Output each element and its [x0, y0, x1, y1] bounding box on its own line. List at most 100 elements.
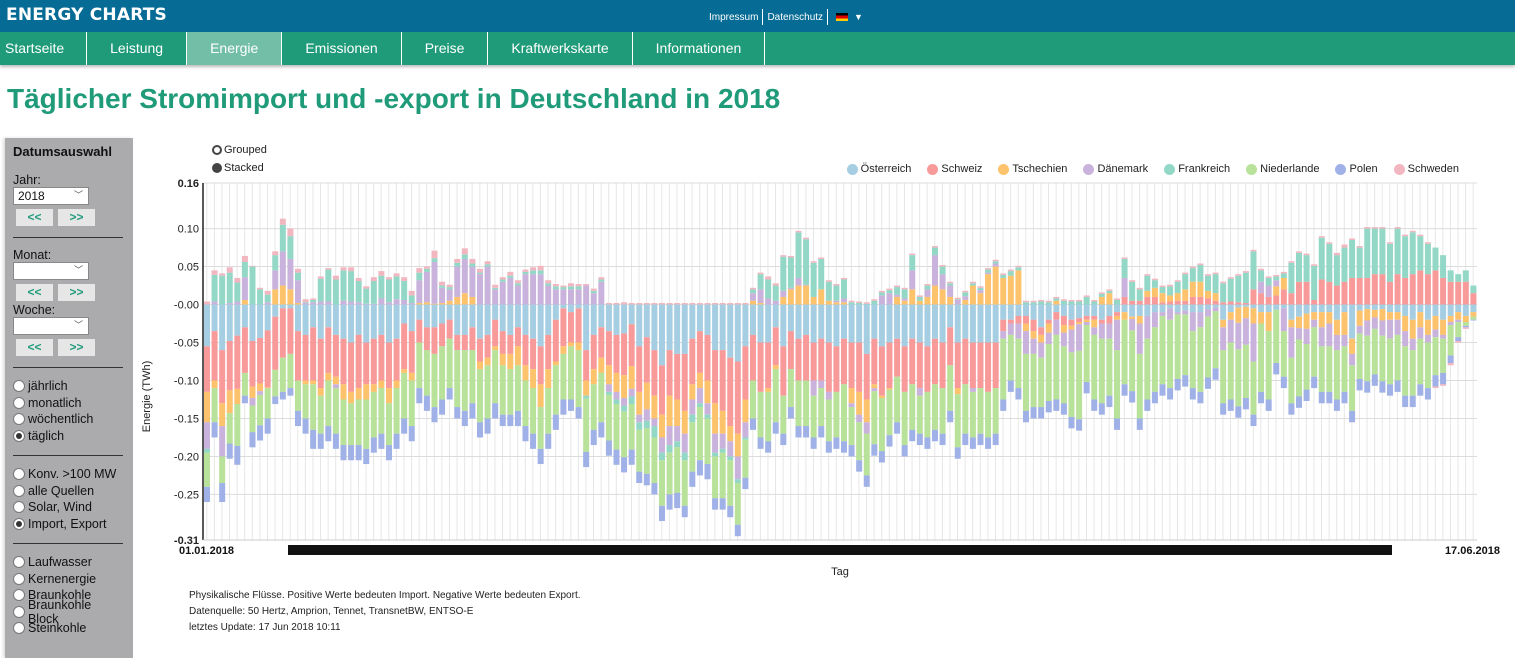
bar-segment[interactable] — [439, 346, 446, 400]
bar-segment[interactable] — [575, 342, 582, 351]
bar-segment[interactable] — [469, 296, 476, 305]
bar-segment[interactable] — [590, 288, 597, 291]
bar-segment[interactable] — [1189, 331, 1196, 389]
bar-segment[interactable] — [393, 338, 400, 381]
bar-segment[interactable] — [211, 388, 218, 423]
bar-segment[interactable] — [1371, 374, 1378, 386]
bar-segment[interactable] — [1265, 296, 1272, 305]
bar-segment[interactable] — [1098, 319, 1105, 324]
bar-segment[interactable] — [977, 304, 984, 343]
bar-segment[interactable] — [916, 300, 923, 305]
bar-segment[interactable] — [1462, 281, 1469, 305]
bar-segment[interactable] — [1349, 410, 1356, 423]
bar-segment[interactable] — [1265, 331, 1272, 400]
bar-segment[interactable] — [1151, 391, 1158, 404]
bar-segment[interactable] — [226, 267, 233, 273]
bar-segment[interactable] — [878, 304, 885, 347]
bar-segment[interactable] — [1265, 276, 1272, 278]
bar-segment[interactable] — [1296, 252, 1302, 282]
bar-segment[interactable] — [1311, 319, 1318, 328]
bar-segment[interactable] — [1409, 232, 1416, 275]
bar-segment[interactable] — [1076, 322, 1083, 325]
bar-segment[interactable] — [863, 302, 870, 304]
bar-segment[interactable] — [234, 304, 241, 336]
bar-segment[interactable] — [446, 338, 453, 389]
bar-segment[interactable] — [932, 304, 938, 339]
bar-segment[interactable] — [295, 410, 301, 427]
bar-segment[interactable] — [1007, 271, 1014, 276]
bar-segment[interactable] — [393, 273, 400, 277]
bar-segment[interactable] — [317, 433, 324, 449]
bar-segment[interactable] — [1356, 246, 1363, 248]
bar-segment[interactable] — [932, 247, 938, 256]
bar-segment[interactable] — [1296, 396, 1302, 408]
bar-segment[interactable] — [659, 304, 665, 366]
bar-segment[interactable] — [1242, 271, 1249, 273]
bar-segment[interactable] — [1364, 228, 1371, 278]
bar-segment[interactable] — [393, 299, 400, 305]
bar-segment[interactable] — [1220, 327, 1227, 351]
bar-segment[interactable] — [1242, 306, 1249, 319]
bar-segment[interactable] — [1227, 399, 1234, 411]
bar-segment[interactable] — [810, 437, 817, 449]
bar-segment[interactable] — [1174, 314, 1181, 379]
bar-segment[interactable] — [1455, 319, 1462, 323]
bar-segment[interactable] — [1318, 279, 1325, 305]
bar-segment[interactable] — [803, 239, 810, 285]
bar-segment[interactable] — [1440, 304, 1447, 320]
bar-segment[interactable] — [969, 304, 976, 343]
bar-segment[interactable] — [492, 289, 499, 305]
bar-segment[interactable] — [499, 331, 506, 354]
bar-segment[interactable] — [302, 384, 309, 419]
bar-segment[interactable] — [1227, 301, 1234, 305]
bar-segment[interactable] — [1121, 304, 1128, 313]
bar-segment[interactable] — [272, 289, 279, 305]
bar-segment[interactable] — [643, 420, 650, 429]
bar-segment[interactable] — [1053, 399, 1060, 411]
bar-segment[interactable] — [689, 471, 696, 487]
bar-segment[interactable] — [841, 441, 847, 453]
bar-segment[interactable] — [204, 304, 210, 347]
bar-segment[interactable] — [1470, 319, 1477, 321]
bar-segment[interactable] — [727, 357, 734, 427]
bar-segment[interactable] — [477, 422, 483, 438]
bar-segment[interactable] — [1212, 368, 1219, 380]
bar-segment[interactable] — [1394, 380, 1401, 392]
bar-segment[interactable] — [1470, 293, 1477, 305]
bar-segment[interactable] — [1000, 399, 1007, 411]
bar-segment[interactable] — [727, 304, 734, 358]
bar-segment[interactable] — [204, 346, 210, 392]
bar-segment[interactable] — [423, 271, 430, 303]
bar-segment[interactable] — [810, 395, 817, 438]
bar-segment[interactable] — [257, 287, 264, 290]
bar-segment[interactable] — [492, 284, 499, 288]
bar-segment[interactable] — [1341, 244, 1348, 248]
bar-segment[interactable] — [628, 303, 635, 305]
bar-segment[interactable] — [507, 353, 514, 370]
bar-segment[interactable] — [841, 384, 847, 442]
bar-segment[interactable] — [1424, 304, 1431, 320]
bar-segment[interactable] — [1280, 271, 1287, 274]
bar-segment[interactable] — [932, 338, 938, 385]
logo[interactable]: ENERGY CHARTS — [6, 5, 167, 25]
bar-segment[interactable] — [249, 340, 256, 387]
bar-segment[interactable] — [1318, 346, 1325, 392]
bar-segment[interactable] — [841, 338, 847, 385]
bar-segment[interactable] — [1273, 286, 1280, 296]
bar-segment[interactable] — [977, 342, 984, 389]
bar-segment[interactable] — [674, 492, 681, 509]
bar-segment[interactable] — [750, 380, 756, 419]
bar-segment[interactable] — [1387, 243, 1393, 282]
bar-segment[interactable] — [514, 327, 521, 347]
bar-segment[interactable] — [234, 388, 241, 405]
bar-segment[interactable] — [704, 303, 711, 305]
bar-segment[interactable] — [1136, 323, 1143, 354]
bar-segment[interactable] — [431, 258, 438, 262]
bar-segment[interactable] — [1136, 418, 1143, 430]
bar-segment[interactable] — [1060, 332, 1067, 347]
bar-segment[interactable] — [1167, 284, 1174, 287]
bar-segment[interactable] — [1068, 352, 1075, 417]
radio-konv-100-mw[interactable]: Konv. >100 MW — [13, 466, 125, 483]
bar-segment[interactable] — [621, 302, 628, 305]
bar-segment[interactable] — [522, 426, 529, 442]
